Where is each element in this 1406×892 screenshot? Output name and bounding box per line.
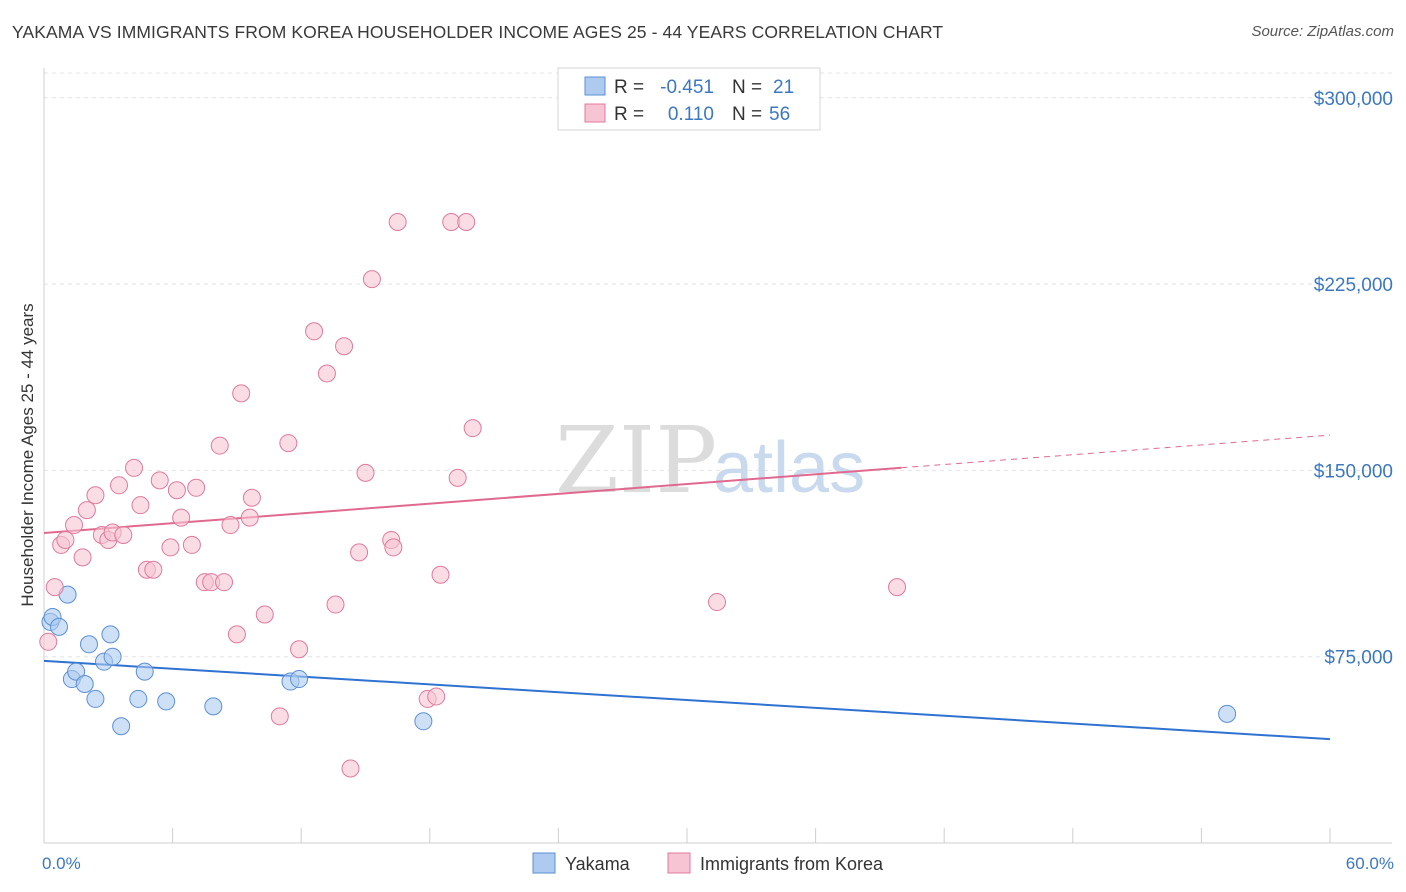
- bottom-legend-label-korea[interactable]: Immigrants from Korea: [700, 854, 884, 874]
- korea-point-5: [73, 548, 92, 567]
- korea-point-6: [77, 501, 96, 520]
- korea-point-27: [221, 516, 240, 535]
- yakama-point-16: [204, 697, 223, 716]
- korea-point-33: [270, 707, 289, 726]
- yakama-point-5: [67, 662, 86, 681]
- korea-point-28: [227, 625, 246, 644]
- bottom-legend-swatch-korea[interactable]: [667, 852, 691, 874]
- chart-title: YAKAMA VS IMMIGRANTS FROM KOREA HOUSEHOL…: [12, 22, 944, 42]
- korea-point-39: [335, 337, 354, 356]
- yakama-point-14: [135, 662, 154, 681]
- bottom-legend: Yakama Immigrants from Korea: [532, 852, 884, 874]
- legend-r-label-1: R =: [614, 77, 644, 98]
- korea-point-7: [86, 486, 105, 505]
- yakama-point-10: [101, 625, 120, 644]
- legend-n-value-2: 56: [769, 104, 790, 125]
- korea-point-17: [150, 471, 169, 490]
- watermark: ZIP atlas: [555, 407, 865, 514]
- korea-point-1: [45, 578, 64, 597]
- korea-point-51: [448, 468, 467, 487]
- trend-line-0: [43, 659, 1331, 741]
- korea-point-16: [144, 560, 163, 579]
- y-tick-label-1: $150,000: [1314, 461, 1393, 482]
- yakama-point-2: [50, 617, 69, 636]
- korea-point-52: [457, 213, 476, 232]
- korea-point-41: [350, 543, 369, 562]
- korea-point-30: [240, 508, 259, 527]
- korea-point-53: [463, 419, 482, 438]
- korea-point-11: [110, 476, 129, 495]
- yakama-point-13: [129, 689, 148, 708]
- watermark-zip: ZIP: [555, 407, 717, 514]
- axes: [43, 68, 1392, 844]
- legend-n-value-1: 21: [773, 77, 794, 98]
- y-tick-label-3: $300,000: [1314, 89, 1393, 110]
- korea-point-40: [341, 759, 360, 778]
- korea-point-14: [131, 496, 150, 515]
- korea-point-21: [182, 535, 201, 554]
- yakama-point-11: [103, 647, 122, 666]
- bottom-legend-swatch-yakama[interactable]: [532, 852, 556, 874]
- korea-point-29: [232, 384, 251, 403]
- bottom-legend-label-yakama[interactable]: Yakama: [565, 854, 631, 874]
- korea-point-13: [125, 458, 144, 477]
- korea-point-18: [161, 538, 180, 557]
- legend-r-value-2: 0.110: [668, 104, 714, 125]
- source-label: Source: ZipAtlas.com: [1251, 23, 1394, 40]
- korea-point-46: [388, 213, 407, 232]
- legend-r-value-1: -0.451: [660, 77, 714, 98]
- legend-n-label-2: N =: [732, 104, 762, 125]
- watermark-atlas: atlas: [713, 428, 865, 508]
- data-points: [39, 213, 1237, 778]
- y-tick-label-0: $75,000: [1324, 648, 1393, 669]
- legend-swatch-yakama: [584, 76, 606, 96]
- yakama-point-20: [1218, 704, 1237, 723]
- korea-point-4: [65, 516, 84, 535]
- korea-point-42: [356, 463, 375, 482]
- trend-line-extension-1: [901, 434, 1331, 469]
- korea-point-3: [56, 530, 75, 549]
- yakama-point-7: [80, 635, 99, 654]
- y-tick-labels: $75,000 $150,000 $225,000 $300,000: [1314, 89, 1393, 669]
- korea-point-0: [39, 632, 58, 651]
- stats-legend: R = -0.451 N = 21 R = 0.110 N = 56: [557, 67, 821, 131]
- korea-point-43: [362, 270, 381, 289]
- korea-point-19: [167, 481, 186, 500]
- korea-point-12: [114, 525, 133, 544]
- y-axis-title: Householder Income Ages 25 - 44 years: [18, 303, 37, 606]
- korea-point-38: [326, 595, 345, 614]
- korea-point-55: [888, 578, 907, 597]
- gridlines: [44, 72, 1392, 658]
- x-ticks: [172, 828, 1331, 843]
- korea-point-37: [317, 364, 336, 383]
- legend-swatch-korea: [584, 103, 606, 123]
- korea-point-34: [279, 434, 298, 453]
- yakama-point-8: [86, 689, 105, 708]
- yakama-point-19: [414, 712, 433, 731]
- korea-point-45: [384, 538, 403, 557]
- korea-point-32: [255, 605, 274, 624]
- korea-point-35: [290, 640, 309, 659]
- korea-point-20: [172, 508, 191, 527]
- yakama-point-6: [75, 675, 94, 694]
- yakama-point-15: [157, 692, 176, 711]
- korea-point-31: [242, 488, 261, 507]
- legend-r-label-2: R =: [614, 104, 644, 125]
- korea-point-22: [187, 478, 206, 497]
- y-tick-label-2: $225,000: [1314, 275, 1393, 296]
- korea-point-54: [708, 593, 727, 612]
- x-tick-label-min: 0.0%: [42, 854, 81, 873]
- korea-point-26: [215, 573, 234, 592]
- korea-point-49: [431, 565, 450, 584]
- yakama-point-18: [290, 670, 309, 689]
- yakama-point-12: [112, 717, 131, 736]
- korea-point-36: [305, 322, 324, 341]
- korea-point-50: [442, 213, 461, 232]
- korea-point-25: [210, 436, 229, 455]
- x-tick-label-max: 60.0%: [1346, 854, 1394, 873]
- legend-n-label-1: N =: [732, 77, 762, 98]
- korea-point-48: [427, 687, 446, 706]
